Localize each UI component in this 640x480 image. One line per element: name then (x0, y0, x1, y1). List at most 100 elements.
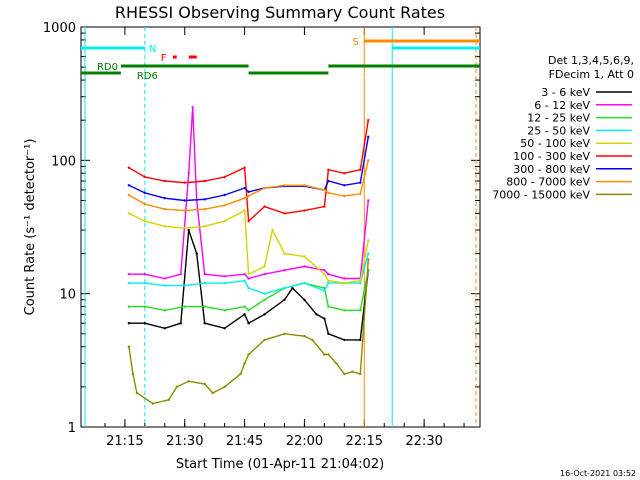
series-point (127, 212, 131, 215)
series-point (247, 322, 250, 325)
series-point (359, 338, 362, 342)
series-point (143, 322, 147, 325)
series-point (283, 298, 286, 301)
legend-label: 6 - 12 keV (534, 99, 590, 112)
decimation-label: RD0 (97, 62, 118, 73)
series-point (223, 175, 226, 179)
series-point (183, 284, 186, 287)
legend-label: 800 - 7000 keV (506, 176, 590, 189)
series-point (283, 184, 286, 187)
chart-title: RHESSI Observing Summary Count Rates (115, 3, 445, 22)
series-point (223, 204, 226, 207)
series-point (163, 225, 166, 228)
series-point (359, 279, 362, 282)
series-point (327, 191, 330, 195)
series-point (163, 284, 166, 287)
series-point (283, 212, 286, 215)
series-point (359, 281, 362, 285)
series-line-7 (128, 160, 369, 212)
series-point (327, 305, 330, 308)
series-point (283, 332, 286, 336)
legend-label: 50 - 100 keV (520, 137, 590, 150)
legend-label: 100 - 300 keV (513, 150, 590, 163)
series-point (247, 286, 250, 290)
series-point (223, 193, 226, 197)
series-point (127, 322, 131, 325)
series-point (263, 272, 266, 276)
series-point (243, 279, 246, 282)
legend-label: 12 - 25 keV (527, 112, 590, 125)
series-point (359, 192, 362, 196)
legend-label: 7000 - 15000 keV (492, 188, 590, 201)
series-point (283, 286, 286, 290)
legend-label: 25 - 50 keV (527, 124, 590, 137)
series-point (243, 166, 246, 169)
series-point (247, 272, 250, 276)
series-point (327, 279, 330, 282)
x-tick-label: 21:30 (166, 434, 203, 449)
series-point (203, 225, 206, 228)
series-point (303, 184, 306, 187)
series-point (343, 338, 346, 342)
series-point (323, 268, 326, 272)
series-point (203, 208, 206, 211)
series-point (127, 193, 131, 197)
series-point (131, 372, 135, 376)
series-point (263, 292, 266, 295)
series-point (327, 272, 330, 276)
series-point (163, 309, 166, 312)
series-line-6 (128, 136, 369, 202)
series-point (127, 272, 131, 276)
series-point (359, 309, 362, 312)
x-tick-label: 21:45 (226, 434, 263, 449)
series-point (343, 309, 346, 312)
series-point (263, 313, 266, 316)
series-point (351, 370, 354, 373)
series-line-2 (128, 270, 369, 312)
x-tick-label: 22:30 (405, 434, 442, 449)
series-point (343, 277, 346, 280)
series-point (323, 353, 326, 356)
series-point (247, 277, 250, 280)
series-point (127, 281, 131, 285)
series-point (323, 272, 326, 276)
series-point (203, 272, 206, 276)
series-point (323, 188, 326, 192)
series-point (243, 196, 246, 200)
series-point (343, 372, 346, 376)
x-tick-label: 22:00 (286, 434, 323, 449)
x-tick-label: 22:15 (346, 434, 383, 449)
series-point (127, 345, 131, 348)
series-point (243, 305, 246, 308)
series-point (243, 186, 246, 190)
series-point (343, 184, 346, 187)
flare-label: F (161, 53, 167, 64)
decimation-label: RD6 (137, 71, 158, 82)
series-point (143, 219, 147, 223)
series-point (163, 277, 166, 280)
series-point (211, 391, 214, 395)
series-point (203, 305, 206, 308)
series-point (187, 172, 190, 175)
series-point (283, 268, 286, 272)
series-point (263, 338, 266, 342)
series-point (327, 168, 330, 171)
series-point (311, 338, 314, 342)
series-point (247, 219, 250, 223)
series-point (327, 353, 330, 356)
series-point (247, 309, 250, 312)
legend-header-2: FDecim 1, Att 0 (549, 68, 634, 81)
series-point (303, 209, 306, 212)
series-point (143, 305, 147, 308)
series-point (127, 305, 131, 308)
series-point (179, 272, 182, 276)
series-point (303, 255, 306, 258)
series-point (359, 372, 362, 376)
series-point (223, 385, 226, 389)
series-point (143, 281, 147, 285)
series-point (243, 209, 246, 212)
series-point (323, 205, 326, 208)
series-point (223, 327, 226, 330)
series-point (151, 402, 155, 405)
series-point (327, 281, 330, 285)
